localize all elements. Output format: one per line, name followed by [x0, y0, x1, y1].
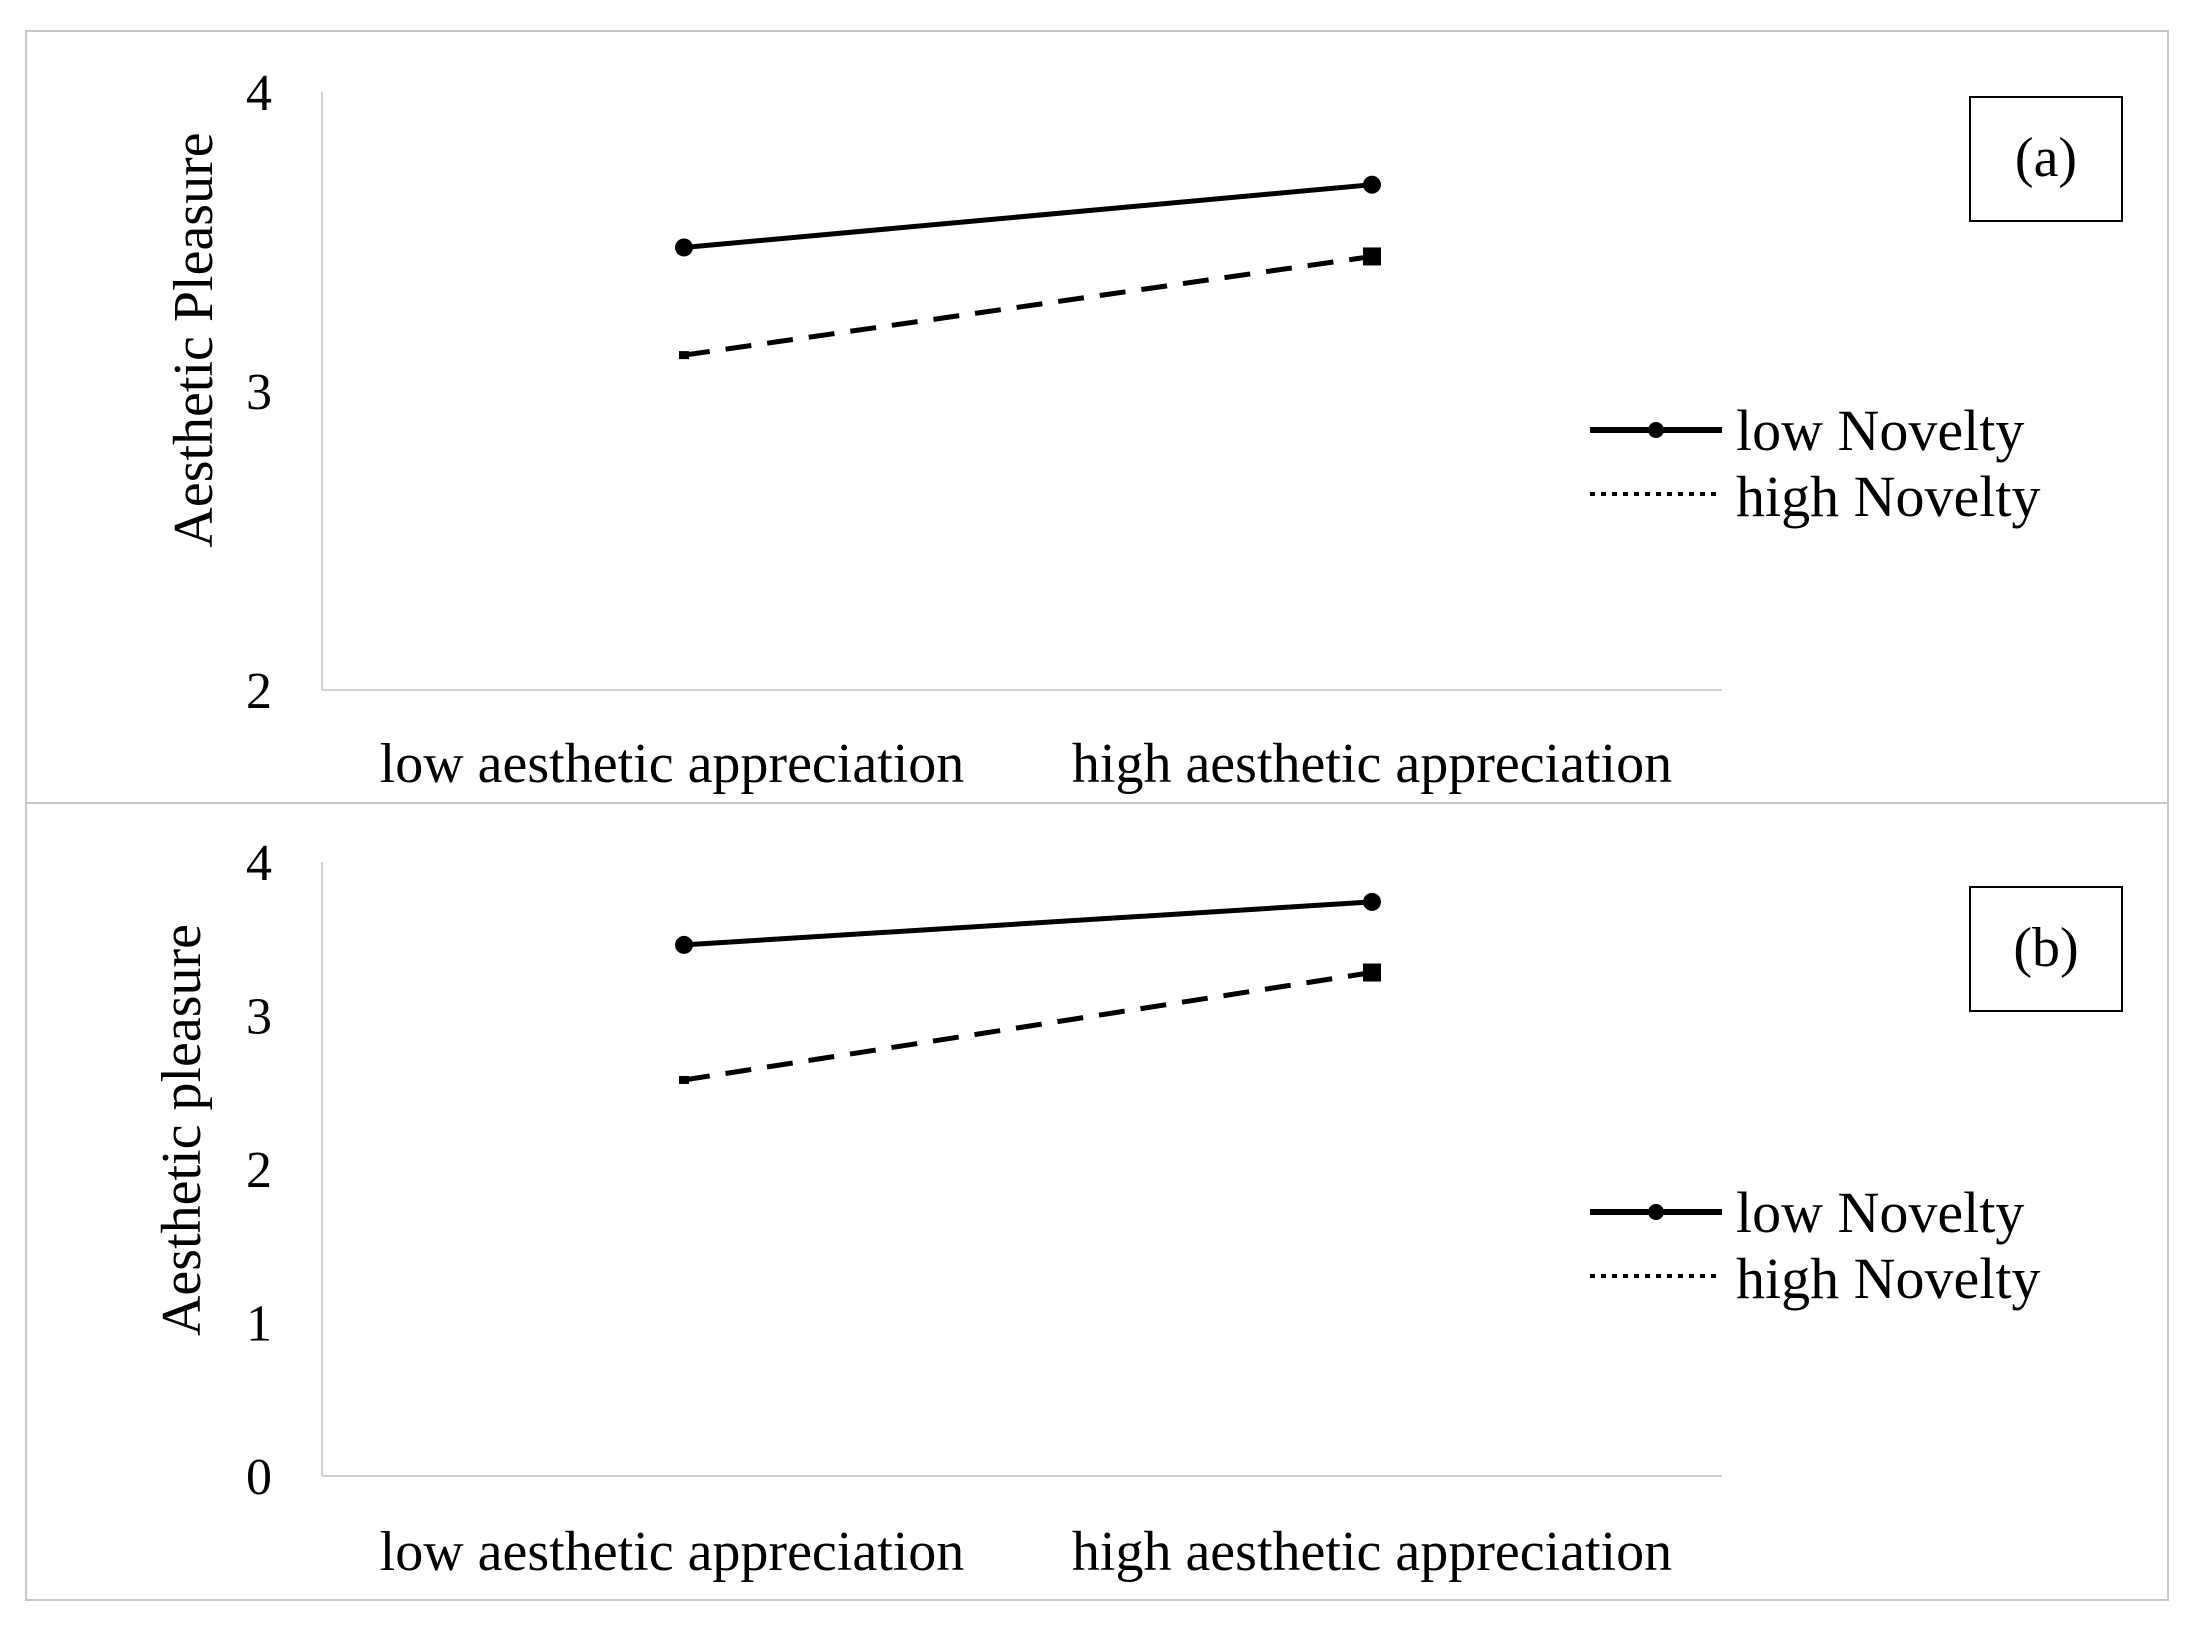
data-point-low-novelty	[675, 238, 693, 257]
series-group	[675, 892, 1381, 1084]
y-tick-label: 4	[246, 65, 272, 122]
legend-marker-low-novelty	[1648, 1204, 1664, 1220]
data-point-high-novelty	[1363, 247, 1381, 266]
x-category-label: low aesthetic appreciation	[380, 1521, 965, 1583]
y-tick-labels: 2 3 4	[246, 65, 272, 720]
chart-panel-a: 2 3 4 Aesthetic Pleasure low aesthetic app…	[163, 65, 2123, 795]
legend-label-high-novelty: high Novelty	[1736, 1246, 2040, 1311]
data-point-low-novelty	[1363, 892, 1381, 911]
y-tick-label: 3	[246, 989, 272, 1046]
series-line-high-novelty	[683, 970, 1373, 1083]
data-point-low-novelty	[675, 935, 693, 954]
x-category-label: high aesthetic appreciation	[1072, 733, 1672, 795]
y-tick-label: 2	[246, 663, 272, 720]
legend-marker-low-novelty	[1648, 422, 1664, 438]
y-tick-label: 0	[246, 1449, 272, 1506]
y-tick-label: 1	[246, 1296, 272, 1353]
y-axis-label: Aesthetic pleasure	[151, 924, 213, 1336]
y-axis-label: Aesthetic Pleasure	[163, 132, 225, 547]
legend-label-low-novelty: low Novelty	[1736, 1180, 2024, 1245]
chart-panel-b: 0 1 2 3 4 Aesthetic pleasure low aesthetic a…	[151, 835, 2123, 1583]
x-category-label: high aesthetic appreciation	[1072, 1521, 1672, 1583]
legend-label-low-novelty: low Novelty	[1736, 398, 2024, 463]
data-point-high-novelty	[679, 351, 689, 360]
data-point-high-novelty	[679, 1075, 689, 1084]
y-tick-label: 4	[246, 835, 272, 892]
y-tick-label: 3	[246, 364, 272, 421]
panel-label: (b)	[2013, 917, 2078, 979]
panel-label-box	[1969, 96, 2123, 222]
data-point-high-novelty	[1363, 963, 1381, 982]
x-category-label: low aesthetic appreciation	[380, 733, 965, 795]
legend: low Novelty high Novelty	[1590, 1180, 2040, 1311]
panel-b-frame	[25, 802, 2169, 1601]
legend-label-high-novelty: high Novelty	[1736, 464, 2040, 529]
series-group	[675, 175, 1381, 360]
data-point-low-novelty	[1363, 175, 1381, 194]
panel-label: (a)	[2015, 127, 2077, 189]
series-line-low-novelty	[683, 182, 1373, 250]
legend: low Novelty high Novelty	[1590, 398, 2040, 529]
y-tick-labels: 0 1 2 3 4	[246, 835, 272, 1506]
y-tick-label: 2	[246, 1142, 272, 1199]
panel-label-box	[1969, 886, 2123, 1012]
series-line-high-novelty	[683, 253, 1373, 358]
series-line-low-novelty	[683, 899, 1373, 948]
